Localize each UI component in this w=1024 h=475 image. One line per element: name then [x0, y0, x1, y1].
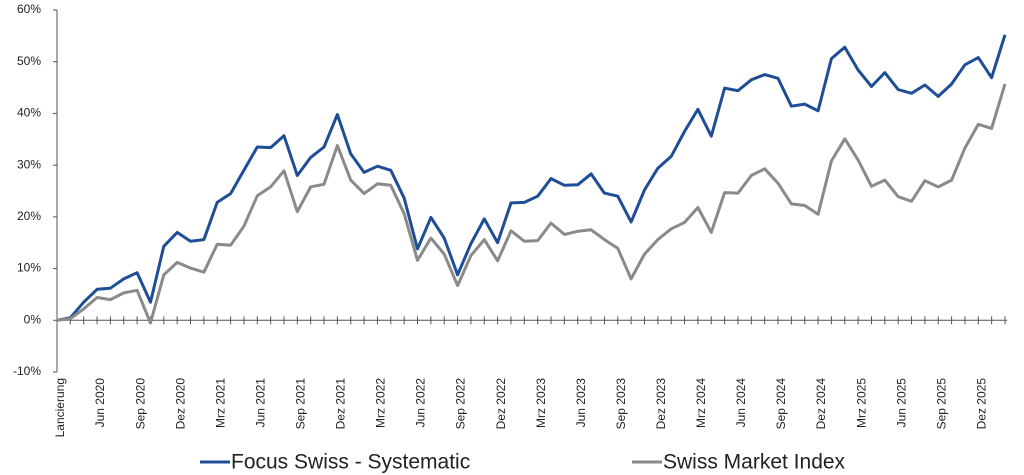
y-tick-label: 30% [17, 157, 41, 171]
x-tick-label: Sep 2020 [133, 378, 147, 430]
y-tick-label: 50% [17, 54, 41, 68]
y-tick-label: 20% [17, 209, 41, 223]
legend-label: Focus Swiss - Systematic [231, 451, 470, 474]
x-tick-label: Jun 2023 [574, 378, 588, 428]
x-tick-label: Mrz 2022 [374, 378, 388, 428]
legend-label: Swiss Market Index [663, 451, 846, 474]
x-tick-label: Sep 2025 [934, 378, 948, 430]
x-tick-label: Jun 2021 [253, 378, 267, 428]
x-tick-label: Mrz 2023 [534, 378, 548, 428]
x-tick-label: Sep 2021 [294, 378, 308, 430]
x-tick-label: Sep 2022 [454, 378, 468, 430]
x-tick-label: Dez 2025 [974, 378, 988, 430]
x-tick-label: Jun 2020 [93, 378, 107, 428]
x-tick-label: Dez 2021 [334, 378, 348, 430]
x-tick-label: Dez 2024 [814, 378, 828, 430]
x-tick-label: Jun 2022 [414, 378, 428, 428]
x-tick-label: Dez 2023 [654, 378, 668, 430]
series-line [56, 83, 1007, 325]
y-tick-label: 60% [17, 2, 41, 16]
x-tick-label: Lancierung [53, 378, 67, 437]
x-tick-label: Mrz 2021 [213, 378, 227, 428]
y-tick-label: -10% [13, 364, 41, 378]
y-tick-label: 40% [17, 106, 41, 120]
x-tick-label: Dez 2022 [494, 378, 508, 430]
x-tick-label: Dez 2020 [173, 378, 187, 430]
series-line [56, 34, 1007, 322]
x-tick-label: Mrz 2024 [694, 378, 708, 428]
x-tick-label: Mrz 2025 [854, 378, 868, 428]
y-tick-label: 0% [24, 312, 42, 326]
x-tick-label: Sep 2024 [774, 378, 788, 430]
x-tick-label: Jun 2025 [894, 378, 908, 428]
x-tick-label: Sep 2023 [614, 378, 628, 430]
y-tick-label: 10% [17, 261, 41, 275]
x-tick-label: Jun 2024 [734, 378, 748, 428]
